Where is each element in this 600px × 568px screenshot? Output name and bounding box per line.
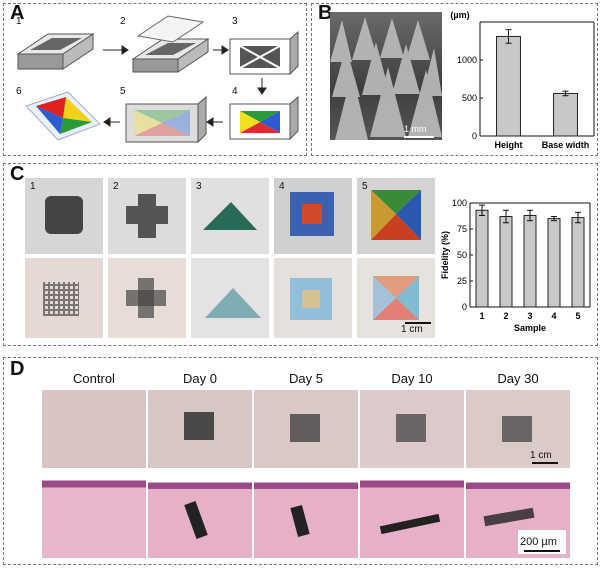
patch-photo-1 — [25, 178, 103, 254]
x-tick-label: 1 — [479, 311, 484, 321]
step-3-mold — [229, 30, 299, 76]
bar — [499, 216, 513, 308]
skin-day10-photo — [360, 390, 464, 468]
bar — [553, 92, 578, 137]
bar — [523, 214, 537, 308]
histology-scalebar-label: 200 µm — [520, 536, 557, 548]
panel-a — [3, 3, 307, 156]
histology-scalebar-line — [524, 550, 560, 552]
step-2-number: 2 — [120, 16, 126, 27]
y-tick-label: 100 — [452, 198, 467, 208]
sample-label-2: 2 — [113, 181, 119, 192]
histology-day0 — [148, 472, 252, 558]
column-header-control: Control — [73, 371, 115, 386]
step-4-number: 4 — [232, 86, 238, 97]
panel-d — [3, 357, 598, 565]
x-tick-label: 3 — [527, 311, 532, 321]
patch-photo-5 — [357, 178, 435, 254]
y-tick-label: 500 — [462, 93, 477, 103]
step-1-mold — [16, 33, 95, 70]
microneedle-dimension-chart: 0 500 1000 Height Base width (µm) — [450, 10, 595, 150]
panel-c — [3, 163, 598, 346]
histology-day5 — [254, 472, 358, 558]
panel-d-label: D — [10, 358, 25, 380]
y-tick-label: 25 — [457, 276, 467, 286]
y-axis-label: Fidelity (%) — [440, 231, 450, 279]
step-6-number: 6 — [16, 86, 22, 97]
column-header-day10: Day 10 — [391, 371, 433, 386]
y-tick-label: 50 — [457, 250, 467, 260]
skin-photo-4 — [274, 258, 352, 338]
patch-photo-2 — [108, 178, 186, 254]
skin-photo-2 — [108, 258, 186, 338]
skin-photo-3 — [191, 258, 269, 338]
skin-day30-photo — [466, 390, 570, 468]
patch-photo-4 — [274, 178, 352, 254]
step-4-mold — [229, 95, 299, 141]
skin-day0-photo — [148, 390, 252, 468]
step-5-number: 5 — [120, 86, 126, 97]
panel-b-label: B — [318, 2, 333, 24]
sem-scalebar-label: 1 mm — [404, 124, 427, 134]
bar — [547, 218, 561, 308]
y-tick-label: 1000 — [457, 55, 477, 65]
step-arrows — [103, 45, 267, 127]
bar — [496, 35, 521, 137]
histology-day10 — [360, 472, 464, 558]
step-5-mold — [125, 95, 207, 144]
panel-c-label: C — [10, 163, 25, 185]
x-axis-label: Sample — [514, 323, 546, 333]
sample-label-1: 1 — [30, 181, 36, 192]
microneedle-sem-image — [330, 12, 442, 140]
bar — [475, 209, 489, 308]
fidelity-chart: 0 25 50 75 100 1 2 3 4 5 Fidelity (%) Sample — [440, 198, 591, 333]
photo-scalebar-line — [532, 462, 558, 464]
column-header-day0: Day 0 — [183, 371, 217, 386]
skin-scalebar-line — [405, 322, 431, 324]
skin-day5-photo — [254, 390, 358, 468]
column-header-day30: Day 30 — [497, 371, 539, 386]
sample-label-4: 4 — [279, 181, 285, 192]
patch-photo-3 — [191, 178, 269, 254]
step-2-mold — [131, 15, 210, 73]
sem-scalebar-line — [404, 136, 434, 138]
step-1-number: 1 — [16, 16, 22, 27]
bar — [571, 217, 585, 308]
y-tick-label: 0 — [472, 131, 477, 141]
step-3-number: 3 — [232, 16, 238, 27]
panel-b — [311, 3, 598, 156]
y-tick-label: 75 — [457, 224, 467, 234]
skin-photo-5 — [357, 258, 435, 338]
y-axis-label: (µm) — [450, 10, 469, 20]
photo-scalebar-label: 1 cm — [530, 450, 552, 461]
y-tick-label: 0 — [462, 302, 467, 312]
x-tick-label: 4 — [551, 311, 556, 321]
sample-label-5: 5 — [362, 181, 368, 192]
histology-control — [42, 472, 146, 558]
skin-scalebar-label: 1 cm — [401, 324, 423, 335]
x-tick-label: 2 — [503, 311, 508, 321]
panel-a-schematic — [16, 15, 299, 144]
x-tick-label: Base width — [542, 140, 590, 150]
x-tick-label: 5 — [575, 311, 580, 321]
sample-label-3: 3 — [196, 181, 202, 192]
x-tick-label: Height — [495, 140, 523, 150]
step-6-patch — [25, 91, 101, 141]
skin-photo-1 — [25, 258, 103, 338]
skin-control-photo — [42, 390, 146, 468]
panel-a-label: A — [10, 2, 25, 24]
column-header-day5: Day 5 — [289, 371, 323, 386]
